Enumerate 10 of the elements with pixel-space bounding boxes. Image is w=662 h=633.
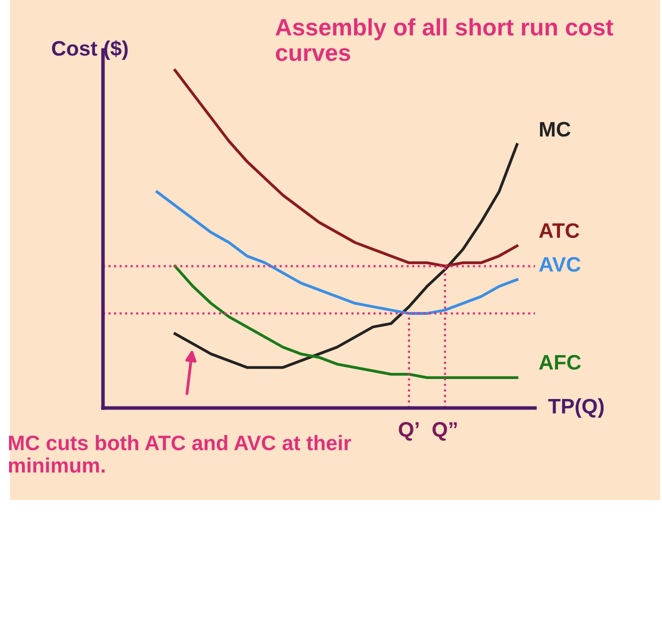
series-label: ATC [539,223,580,238]
ref-line-label: Q” [432,422,457,441]
series-label: MC [540,122,570,137]
x-axis-title: TP(Q) [548,398,604,418]
y-axis-title: Cost ($) [52,40,128,60]
series-label: AVC [539,256,580,272]
text: MC cuts both ATC and AVC at their minimum. [8,435,352,473]
series-label: AFC [539,354,581,370]
ref-line-label: Q’ [398,422,419,441]
chart-title: Assembly of all short run cost curves [276,18,614,62]
